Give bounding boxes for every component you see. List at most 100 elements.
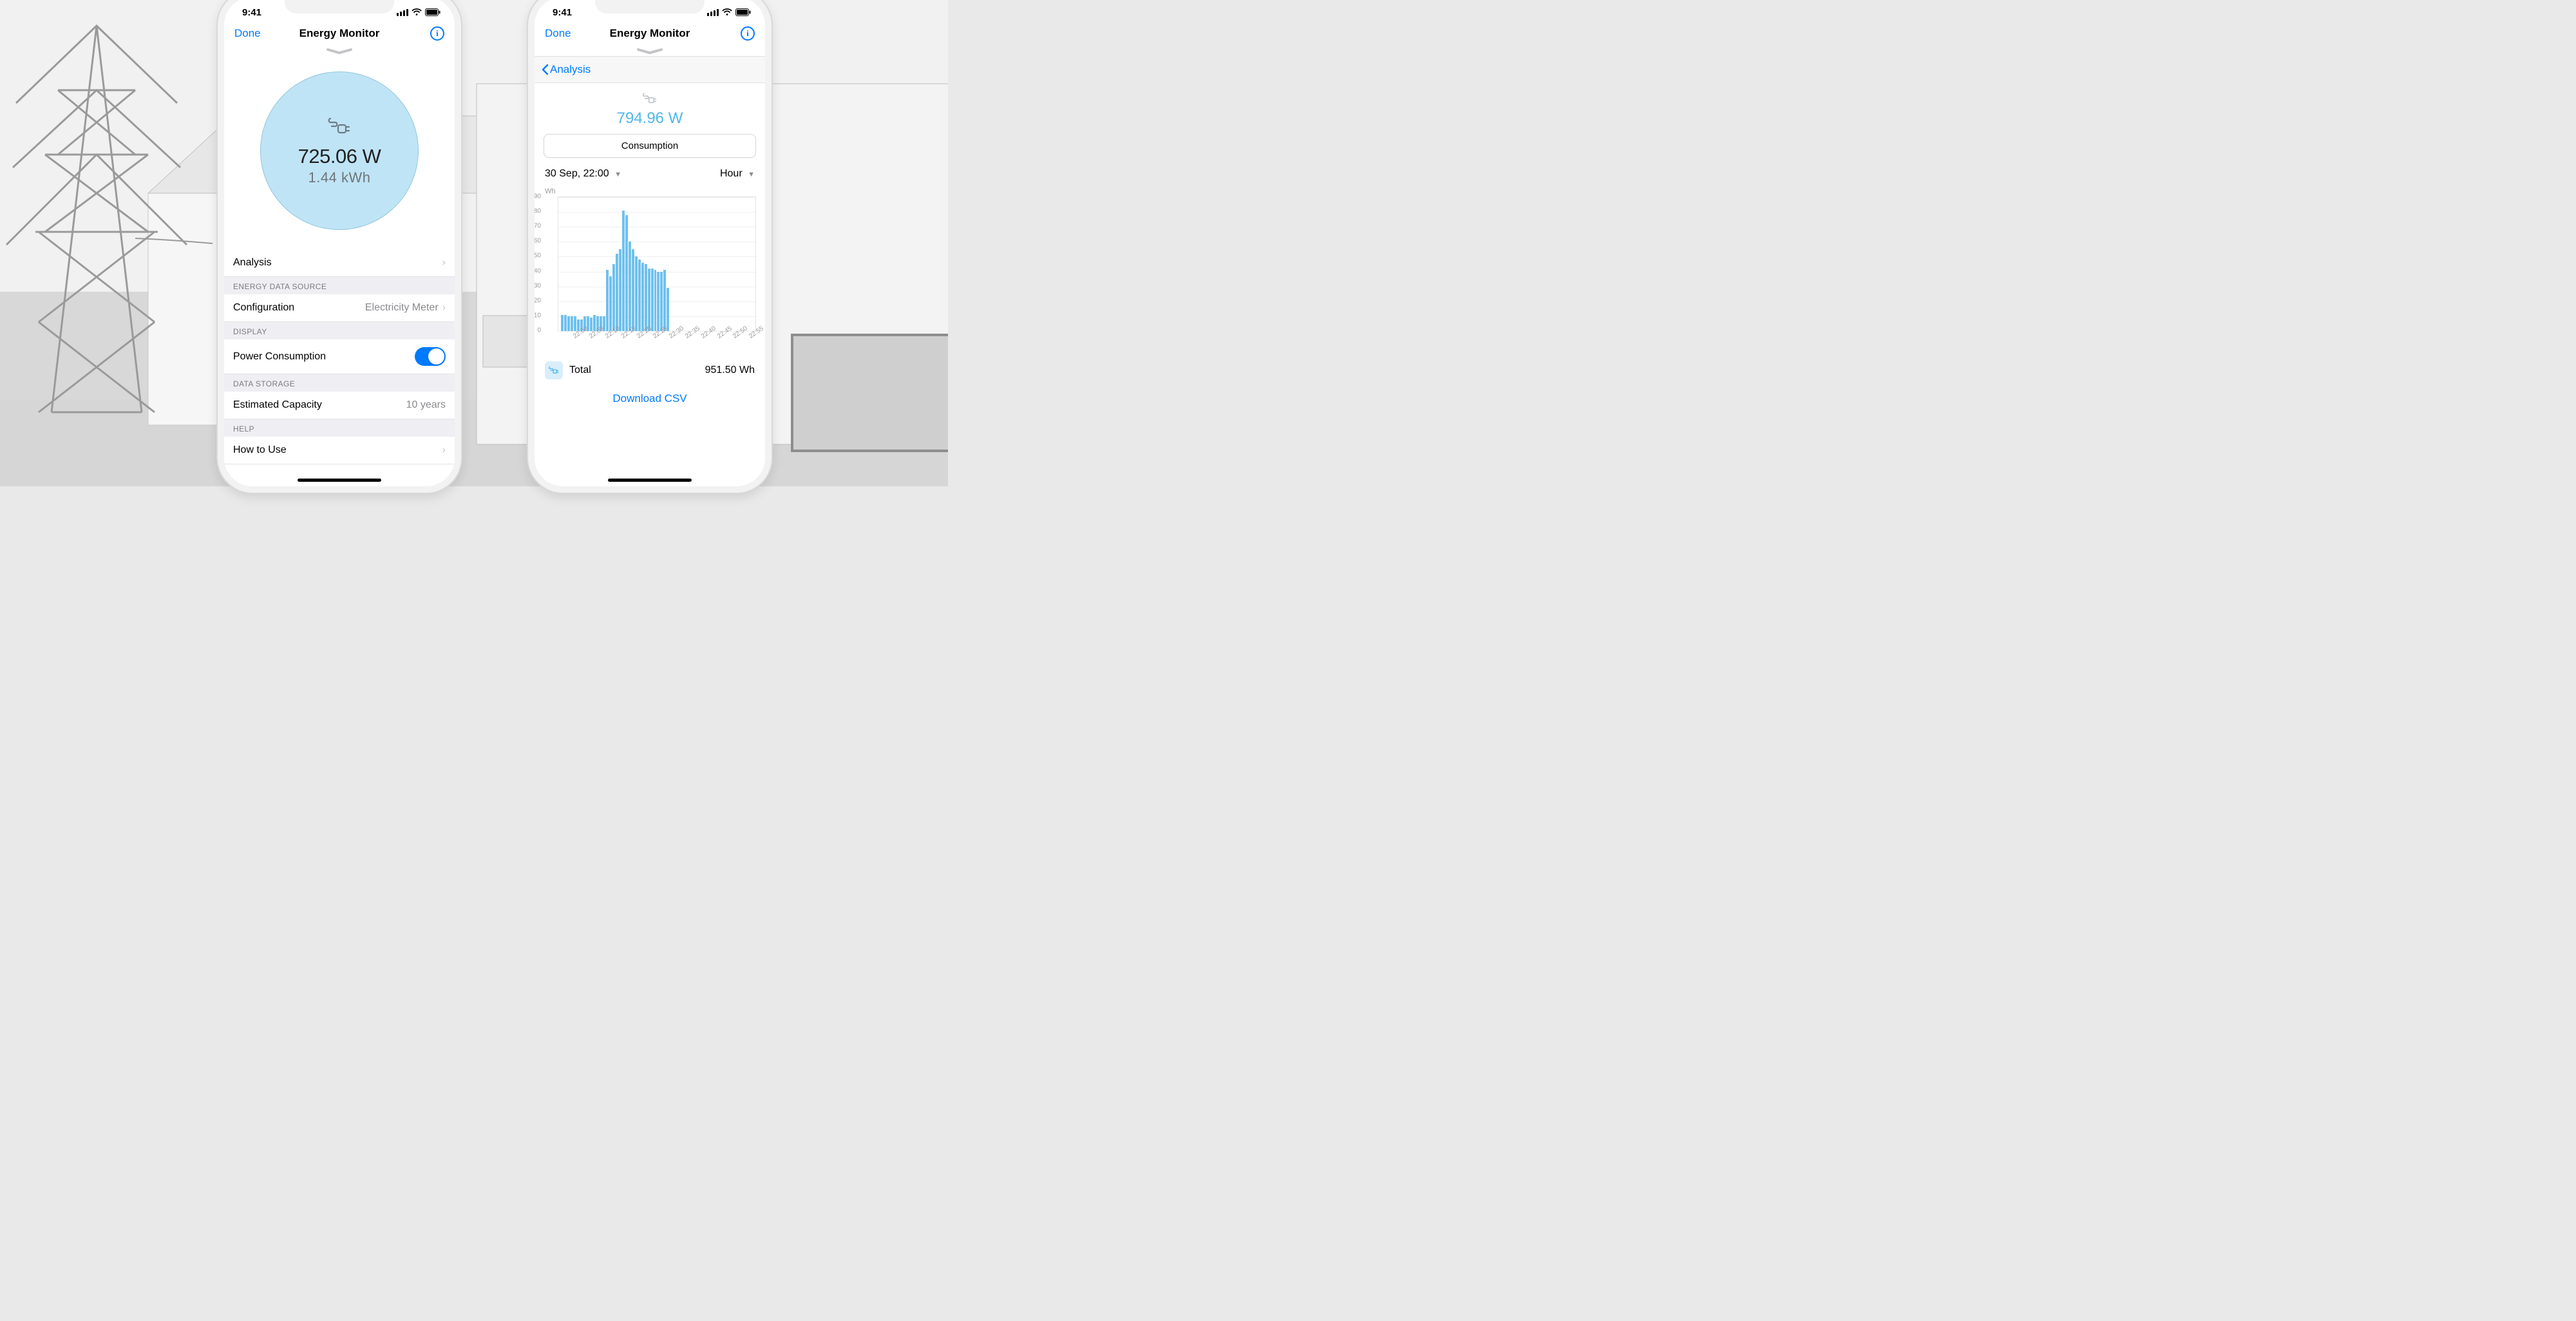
range-picker[interactable]: Hour ▼ <box>720 168 755 180</box>
chart-bar <box>561 315 564 331</box>
chart-bar <box>632 249 634 331</box>
range-picker-value: Hour <box>720 168 743 179</box>
consumption-segment[interactable]: Consumption <box>544 134 756 158</box>
chevron-down-icon: ▼ <box>748 171 755 178</box>
chart-bar <box>564 315 567 331</box>
total-row: Total 951.50 Wh <box>535 350 765 383</box>
chart-bar <box>629 242 631 331</box>
download-csv-link[interactable]: Download CSV <box>535 383 765 405</box>
row-how-to-use[interactable]: How to Use › <box>224 437 455 464</box>
chevron-right-icon: › <box>442 302 446 314</box>
chart-y-unit: Wh <box>545 187 756 195</box>
chart-ytick: 50 <box>529 252 541 260</box>
chart-bar <box>657 272 659 331</box>
chart-bar <box>651 269 654 331</box>
chart-bar <box>635 256 638 331</box>
chart-bar <box>606 270 609 331</box>
home-indicator[interactable] <box>608 479 692 482</box>
chart-bar <box>609 276 612 332</box>
chart-bar <box>574 316 576 331</box>
section-header: DISPLAY <box>224 322 455 339</box>
chart-ytick: 70 <box>529 223 541 230</box>
chart-bar <box>645 264 647 331</box>
chart-bar <box>612 264 615 331</box>
time-range-pickers: 30 Sep, 22:00 ▼ Hour ▼ <box>535 164 765 186</box>
chart-bar <box>654 270 657 331</box>
chart-bar <box>616 254 618 331</box>
chart-ytick: 10 <box>529 312 541 319</box>
date-picker[interactable]: 30 Sep, 22:00 ▼ <box>545 168 621 180</box>
row-label: Configuration <box>233 302 294 314</box>
status-icons <box>707 8 751 16</box>
sheet-grabber[interactable] <box>535 44 765 56</box>
row-detail-value: 10 years <box>406 399 446 411</box>
chart-bar <box>638 260 641 331</box>
info-button[interactable]: i <box>741 26 755 41</box>
analysis-subnav: Analysis <box>535 56 765 83</box>
row-power-consumption: Power Consumption <box>224 339 455 374</box>
page-title: Energy Monitor <box>299 27 380 40</box>
phone-analysis: 9:41 Done Energy Monitor i Analysis 794.… <box>528 0 772 493</box>
phone-notch <box>285 0 394 14</box>
total-value: 951.50 Wh <box>705 365 755 376</box>
segment-label: Consumption <box>621 140 678 151</box>
chart-bar <box>660 272 663 331</box>
chart-bar <box>625 215 628 331</box>
chart-ytick: 60 <box>529 238 541 245</box>
chart-bar <box>667 288 669 331</box>
chevron-right-icon: › <box>442 444 446 456</box>
chart-bar <box>567 316 570 331</box>
done-button[interactable]: Done <box>234 27 270 40</box>
background-illustration <box>0 0 948 486</box>
chart-ytick: 30 <box>529 282 541 289</box>
current-power-value: 794.96 W <box>535 109 765 128</box>
info-button[interactable]: i <box>430 26 444 41</box>
section-header: HELP <box>224 419 455 437</box>
chart-ytick: 80 <box>529 208 541 215</box>
plug-icon <box>641 97 658 108</box>
row-analysis[interactable]: Analysis › <box>224 249 455 277</box>
power-consumption-toggle[interactable] <box>415 347 446 366</box>
energy-total-value: 1.44 kWh <box>308 169 371 186</box>
row-label: Analysis <box>233 257 272 269</box>
done-button[interactable]: Done <box>545 27 581 40</box>
current-power-stat: 794.96 W <box>535 83 765 134</box>
date-picker-value: 30 Sep, 22:00 <box>545 168 609 179</box>
current-power-value: 725.06 W <box>298 145 381 168</box>
total-label: Total <box>569 365 591 376</box>
phone-notch <box>595 0 705 14</box>
chart-bar <box>571 316 573 331</box>
status-time: 9:41 <box>242 7 261 18</box>
chart-bar <box>590 318 592 331</box>
back-label: Analysis <box>550 63 591 76</box>
back-button[interactable]: Analysis <box>541 63 759 76</box>
chart-bar <box>648 269 650 331</box>
home-indicator[interactable] <box>298 479 381 482</box>
row-detail-value: Electricity Meter <box>365 302 439 314</box>
status-icons <box>397 8 440 16</box>
chart-bar <box>622 211 625 331</box>
chevron-right-icon: › <box>442 257 446 269</box>
chart-ytick: 20 <box>529 297 541 304</box>
row-estimated-capacity: Estimated Capacity 10 years <box>224 392 455 419</box>
nav-bar: Done Energy Monitor i <box>535 21 765 44</box>
chevron-down-icon: ▼ <box>614 171 621 178</box>
sheet-grabber[interactable] <box>224 44 455 56</box>
chart-ytick: 40 <box>529 267 541 274</box>
chart-bar <box>641 263 644 331</box>
section-header: DATA STORAGE <box>224 374 455 392</box>
settings-list: Analysis › ENERGY DATA SOURCE Configurat… <box>224 249 455 464</box>
phone-dashboard: 9:41 Done Energy Monitor i 725.06 W 1.44… <box>218 0 461 493</box>
plug-icon <box>327 116 352 140</box>
row-label: How to Use <box>233 444 287 456</box>
section-header: ENERGY DATA SOURCE <box>224 277 455 294</box>
chart-bar <box>663 270 666 331</box>
plug-icon <box>545 361 563 379</box>
status-time: 9:41 <box>553 7 572 18</box>
page-title: Energy Monitor <box>610 27 690 40</box>
consumption-chart: Wh 0102030405060708090 22:0022:0522:1022… <box>535 187 765 350</box>
nav-bar: Done Energy Monitor i <box>224 21 455 44</box>
download-csv-label: Download CSV <box>612 392 687 404</box>
chart-bar <box>619 249 621 331</box>
row-configuration[interactable]: Configuration Electricity Meter › <box>224 294 455 322</box>
